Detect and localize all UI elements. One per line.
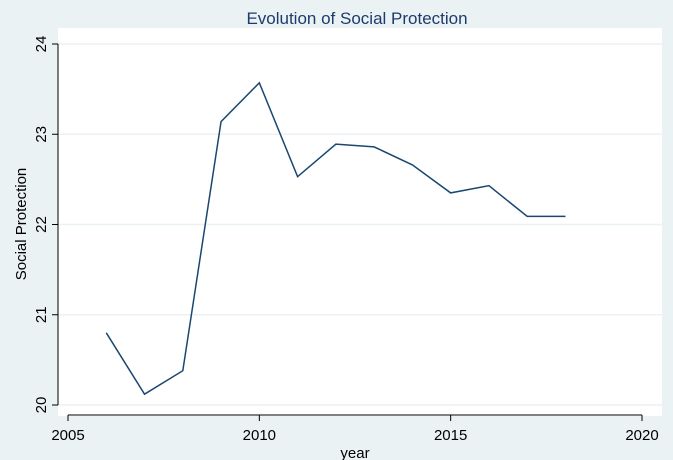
data-line <box>105 81 566 396</box>
plot-area <box>58 28 662 416</box>
x-tick-label: 2010 <box>243 427 276 444</box>
y-tick-label: 22 <box>33 216 50 233</box>
x-tick-label: 2015 <box>434 427 467 444</box>
y-tick-label: 24 <box>33 36 50 53</box>
y-tick-label: 23 <box>33 126 50 143</box>
y-axis-label: Social Protection <box>13 168 30 281</box>
y-tick-label: 20 <box>33 397 50 414</box>
y-tick-label: 21 <box>33 306 50 323</box>
chart-title: Evolution of Social Protection <box>246 9 467 28</box>
x-axis-label: year <box>340 445 369 460</box>
x-tick-label: 2020 <box>625 427 658 444</box>
x-tick-label: 2005 <box>51 427 84 444</box>
